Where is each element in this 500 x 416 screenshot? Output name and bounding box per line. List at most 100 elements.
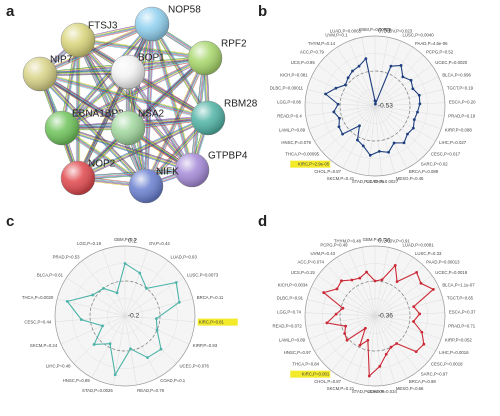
radar-point (129, 347, 132, 351)
panel-label: a (6, 3, 15, 20)
category-label: OV,P=0.91 (389, 238, 410, 243)
radar-point (387, 150, 390, 154)
edge (39, 22, 152, 73)
edge (61, 57, 206, 129)
spoke (336, 46, 376, 107)
panel-label: d (258, 213, 267, 230)
category-label: KIRP,P=0.052 (445, 337, 472, 342)
radar-point (358, 276, 362, 280)
node-shine (111, 55, 145, 89)
spoke (374, 105, 429, 153)
radar-point (115, 291, 119, 295)
edge (39, 75, 208, 121)
radar-point (340, 279, 343, 283)
radar-point (417, 93, 421, 97)
category-label: LIHC,P=0.48 (46, 363, 71, 368)
spoke (361, 247, 376, 317)
category-label: STAD,P=0.0025 (82, 388, 113, 393)
radar-point (361, 144, 365, 148)
spoke (308, 105, 376, 130)
category-label: MESO,P=0.46 (396, 176, 424, 181)
spoke (374, 315, 429, 363)
category-label: UVM,P=0.43 (311, 251, 336, 256)
radar-point (363, 326, 367, 330)
category-label: GBM,P=0.71 (363, 237, 388, 242)
radar-point (420, 330, 424, 334)
node-label: FTSJ3 (88, 21, 118, 32)
category-label: KIRP,P=0.93 (193, 343, 218, 348)
radar-point (343, 332, 347, 335)
edge (77, 117, 209, 179)
radar-point (401, 75, 405, 79)
radar-point (101, 324, 104, 328)
grid-ring (54, 245, 196, 387)
radar-point (345, 338, 349, 342)
radar-point (389, 64, 393, 68)
radar-point (154, 317, 158, 321)
category-label: PAAD,P=4.6e-06 (415, 41, 448, 46)
category-label: STAD,P=6.8e-05 (352, 389, 385, 394)
radar-point (113, 373, 117, 377)
radar-point (322, 291, 326, 294)
radar-line (66, 262, 180, 377)
category-label: BRCA,P=0.98 (409, 379, 436, 384)
spoke (355, 315, 376, 384)
node-shine (175, 153, 209, 187)
radar-point (395, 280, 399, 284)
r-tick-label: -0.53 (378, 103, 393, 110)
spoke (331, 315, 376, 372)
radar-point (159, 347, 163, 351)
category-label: LGG,P=0.19 (77, 241, 102, 246)
radar-point (92, 343, 96, 346)
edge (79, 38, 194, 170)
radar-point (332, 110, 336, 114)
edge (62, 59, 206, 130)
spoke (305, 315, 376, 327)
category-label: LIHC,P=0.0016 (439, 350, 469, 355)
node-label: NSA2 (138, 109, 165, 120)
radar-point (358, 124, 361, 128)
spoke (306, 89, 376, 107)
category-label: COAD,P=0.1 (160, 378, 186, 383)
category-label: LUAD,P=0.0065 (330, 28, 362, 33)
radar-point (416, 110, 419, 114)
node-label: NOP2 (88, 159, 116, 170)
radar-point (377, 149, 381, 153)
spoke (305, 105, 376, 117)
category-label: LIHC,P=0.027 (439, 140, 467, 145)
radar-point (393, 264, 397, 267)
radar-point (108, 342, 112, 346)
radar-point (419, 281, 423, 285)
category-label: CESC,P=0.017 (431, 152, 461, 157)
category-label: PRAD,P=0.19 (448, 114, 475, 119)
category-label: READ,P=0.072 (272, 324, 302, 329)
spoke (311, 76, 376, 107)
category-label: THCA,P=0.84 (292, 362, 319, 367)
radar-point (364, 57, 368, 61)
radar-point (412, 118, 416, 122)
radar-point (368, 153, 372, 157)
edge (62, 58, 206, 130)
category-label: ACC,P=0.074 (298, 260, 325, 265)
radar-point (324, 92, 327, 96)
radar-line (322, 264, 435, 378)
category-label: ESCA,P=0.37 (449, 310, 476, 315)
radar-point (338, 116, 341, 120)
category-label: PRAD,P=0.53 (53, 255, 80, 260)
edge (39, 23, 153, 75)
radar-point (102, 286, 105, 290)
category-label: CESC,P=0.0018 (431, 362, 463, 367)
edge (77, 116, 208, 177)
node-shine (61, 23, 95, 57)
spoke (374, 46, 414, 107)
radar-point (358, 343, 362, 347)
edge (150, 24, 192, 171)
category-label: PAAD,P=0.00013 (426, 260, 460, 265)
category-label: CHOL,P=0.87 (314, 379, 341, 384)
spoke (374, 105, 395, 174)
category-label: BLCA,P=1.1e-07 (442, 282, 475, 287)
radar-point (373, 102, 377, 106)
radar-point (367, 374, 371, 378)
